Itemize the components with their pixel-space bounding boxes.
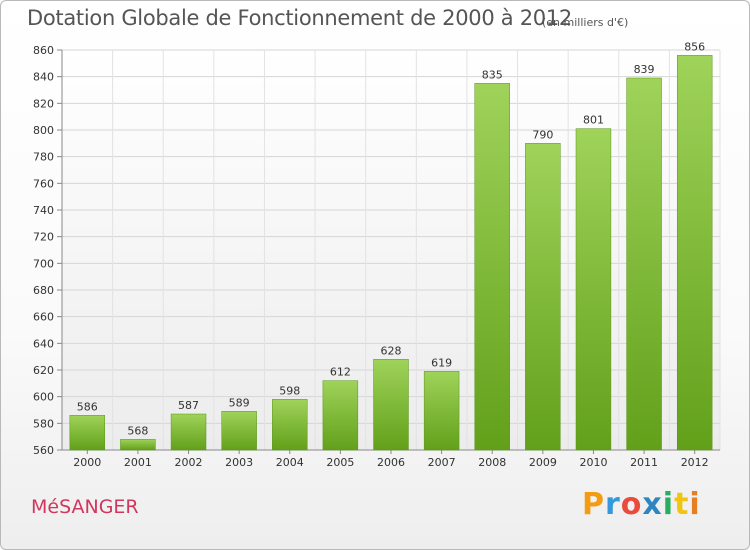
x-tick-label: 2012 bbox=[681, 456, 709, 469]
y-tick-label: 640 bbox=[33, 337, 54, 350]
data-label: 628 bbox=[381, 344, 402, 357]
x-tick-label: 2007 bbox=[428, 456, 456, 469]
bars bbox=[69, 55, 713, 451]
x-tick-label: 2005 bbox=[326, 456, 354, 469]
bar bbox=[170, 413, 207, 451]
x-tick-label: 2001 bbox=[124, 456, 152, 469]
x-tick-label: 2000 bbox=[73, 456, 101, 469]
logo-letter: t bbox=[674, 487, 690, 522]
y-tick-label: 600 bbox=[33, 391, 54, 404]
labels: 560 580 600 620 640 660 680 700 720 740 760 780 800 8… bbox=[33, 40, 709, 469]
data-label: 839 bbox=[634, 63, 655, 76]
data-label: 598 bbox=[279, 384, 300, 397]
data-label: 619 bbox=[431, 356, 452, 369]
y-tick-label: 860 bbox=[33, 44, 54, 57]
x-tick-label: 2004 bbox=[276, 456, 304, 469]
data-label: 568 bbox=[127, 424, 148, 437]
y-tick-label: 800 bbox=[33, 124, 54, 137]
logo-letter: o bbox=[620, 487, 643, 522]
bar bbox=[120, 439, 156, 451]
x-tick-label: 2008 bbox=[478, 456, 506, 469]
y-tick-label: 740 bbox=[33, 204, 54, 217]
bar bbox=[525, 143, 561, 451]
bar bbox=[373, 359, 409, 451]
x-tick-label: 2006 bbox=[377, 456, 405, 469]
logo-letter: P bbox=[582, 487, 605, 522]
bar bbox=[474, 83, 510, 451]
bar bbox=[322, 380, 359, 451]
bar bbox=[423, 371, 460, 451]
data-label: 835 bbox=[482, 68, 503, 81]
y-tick-label: 560 bbox=[33, 444, 54, 457]
proxiti-logo[interactable]: Proxiti bbox=[582, 487, 701, 522]
y-tick-label: 660 bbox=[33, 311, 54, 324]
data-label: 612 bbox=[330, 366, 351, 379]
data-label: 587 bbox=[178, 399, 199, 412]
bar bbox=[69, 415, 106, 451]
x-tick-label: 2003 bbox=[225, 456, 253, 469]
y-tick-label: 580 bbox=[33, 417, 54, 430]
y-tick-label: 680 bbox=[33, 284, 54, 297]
y-tick-label: 620 bbox=[33, 364, 54, 377]
x-tick-label: 2009 bbox=[529, 456, 557, 469]
chart-title: Dotation Globale de Fonctionnement de 20… bbox=[27, 6, 572, 30]
logo-letter: x bbox=[642, 487, 663, 522]
logo-letter: i bbox=[662, 487, 675, 522]
y-tick-label: 700 bbox=[33, 257, 54, 270]
bar bbox=[272, 399, 308, 451]
bar bbox=[626, 77, 662, 451]
data-label: 589 bbox=[229, 396, 250, 409]
bar bbox=[221, 411, 257, 451]
x-tick-label: 2002 bbox=[175, 456, 203, 469]
bar bbox=[575, 128, 612, 451]
x-tick-label: 2011 bbox=[630, 456, 658, 469]
bar bbox=[676, 55, 713, 451]
x-tick-label: 2010 bbox=[579, 456, 607, 469]
y-tick-label: 820 bbox=[33, 97, 54, 110]
commune-name: MéSANGER bbox=[31, 496, 139, 518]
y-tick-label: 840 bbox=[33, 71, 54, 84]
data-label: 790 bbox=[532, 128, 553, 141]
data-label: 801 bbox=[583, 114, 604, 127]
chart-subtitle: (en milliers d'€) bbox=[542, 16, 629, 29]
logo-letter: i bbox=[689, 487, 701, 522]
y-tick-label: 720 bbox=[33, 231, 54, 244]
logo-letter: r bbox=[605, 487, 621, 522]
data-label: 856 bbox=[684, 40, 705, 53]
data-label: 586 bbox=[77, 400, 98, 413]
y-tick-label: 760 bbox=[33, 177, 54, 190]
y-tick-label: 780 bbox=[33, 151, 54, 164]
